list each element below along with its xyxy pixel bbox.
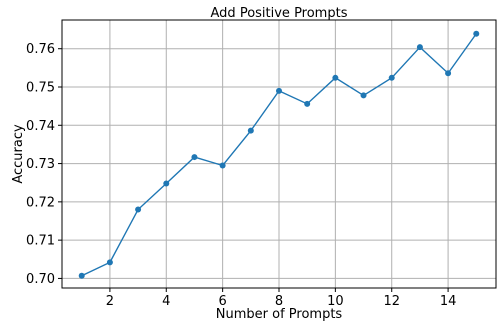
x-tick-label: 10: [327, 294, 344, 309]
data-point: [247, 127, 254, 134]
y-tick-label: 0.71: [26, 234, 55, 249]
y-tick-label: 0.72: [26, 195, 55, 210]
x-tick-label: 8: [275, 294, 283, 309]
data-point: [219, 162, 226, 169]
data-point: [163, 180, 170, 187]
y-axis-label: Accuracy: [11, 124, 26, 184]
y-tick-label: 0.73: [26, 157, 55, 172]
grid: [62, 20, 496, 288]
data-point: [106, 259, 113, 266]
series-layer: [78, 30, 480, 279]
data-point: [276, 87, 282, 94]
data-point: [135, 206, 142, 213]
y-tick-label: 0.76: [26, 42, 55, 57]
x-tick-label: 2: [106, 294, 114, 309]
x-tick-label: 6: [218, 294, 226, 309]
data-point: [304, 100, 311, 107]
ticks: 2 4 6 8 10 12 14 0.70 0.71 0.72 0.73 0.74 0.75 0.76: [26, 42, 456, 309]
data-point: [360, 92, 367, 99]
y-tick-label: 0.74: [26, 119, 55, 134]
x-tick-label: 12: [383, 294, 400, 309]
y-tick-label: 0.70: [26, 272, 55, 287]
data-point: [78, 272, 85, 279]
x-axis-label: Number of Prompts: [216, 307, 343, 322]
data-point: [416, 44, 423, 51]
x-tick-label: 4: [162, 294, 170, 309]
chart-title: Add Positive Prompts: [211, 6, 348, 21]
data-point: [191, 154, 198, 161]
y-tick-label: 0.75: [26, 81, 55, 96]
data-point: [445, 70, 452, 77]
data-point: [473, 30, 480, 37]
data-point: [388, 74, 395, 81]
data-point: [332, 74, 339, 81]
x-tick-label: 14: [440, 294, 457, 309]
